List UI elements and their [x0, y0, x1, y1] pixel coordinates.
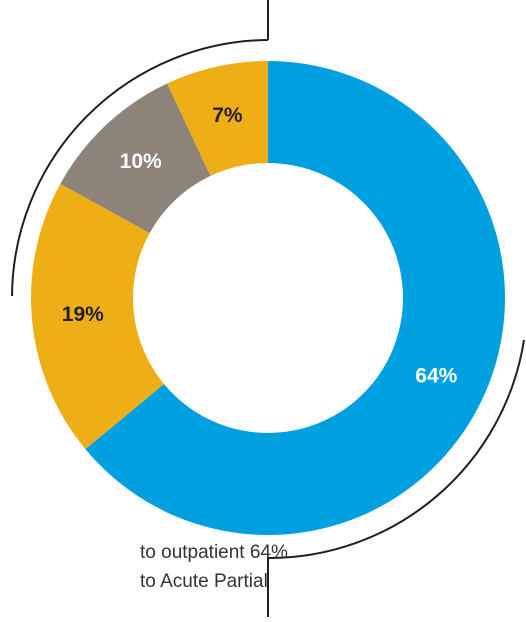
donut — [31, 61, 505, 535]
slice — [31, 183, 164, 450]
value-label: 19% — [62, 303, 104, 326]
bracket-arc — [11, 39, 269, 297]
annotation: to Acute Partial — [140, 571, 268, 592]
slice — [85, 61, 505, 535]
bracket-arc — [267, 339, 525, 560]
annotation: to outpatient 64% — [140, 542, 288, 563]
value-label: 64% — [415, 365, 457, 388]
slice — [167, 61, 268, 176]
labels: 64% 19% 10% 7% — [62, 104, 458, 388]
slice — [60, 83, 211, 233]
value-label: 7% — [212, 104, 243, 127]
value-label: 10% — [120, 150, 162, 173]
